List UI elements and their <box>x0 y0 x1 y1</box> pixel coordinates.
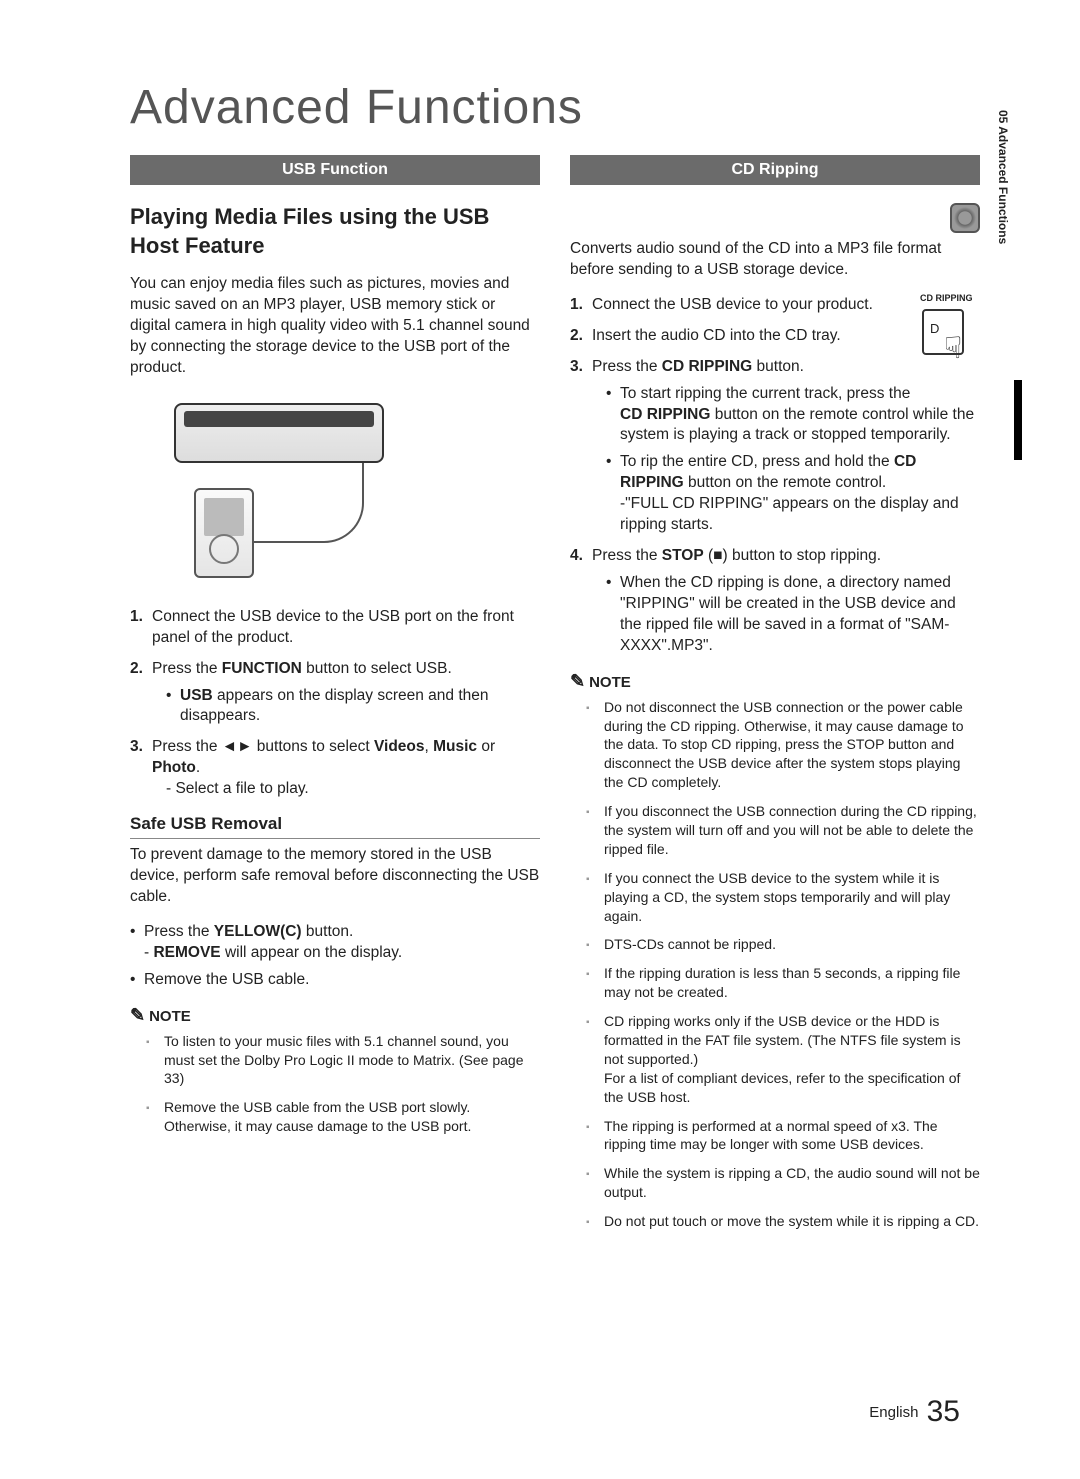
side-index-bar <box>1014 380 1022 460</box>
list-item: While the system is ripping a CD, the au… <box>586 1164 980 1202</box>
page-number: 35 <box>927 1395 960 1428</box>
cd-disc-icon <box>950 203 980 233</box>
dvd-player-illustration <box>174 403 384 463</box>
cd-note-heading: ✎NOTE <box>570 671 980 692</box>
safe-removal-intro: To prevent damage to the memory stored i… <box>130 845 540 908</box>
list-item: If you disconnect the USB connection dur… <box>586 802 980 859</box>
step-item: Connect the USB device to the USB port o… <box>130 607 540 649</box>
cd-note-list: Do not disconnect the USB connection or … <box>586 698 980 1231</box>
cd-ripping-header: CD Ripping <box>570 155 980 185</box>
list-item: CD ripping works only if the USB device … <box>586 1012 980 1106</box>
usb-note-heading: ✎NOTE <box>130 1005 540 1026</box>
list-item: Do not disconnect the USB connection or … <box>586 698 980 792</box>
note-label: NOTE <box>149 1008 191 1025</box>
usb-function-header: USB Function <box>130 155 540 185</box>
list-item: Press the YELLOW(C) button.- REMOVE will… <box>130 922 540 964</box>
page-footer: English 35 <box>869 1395 960 1429</box>
left-column: USB Function Playing Media Files using t… <box>130 155 540 1241</box>
list-item: Remove the USB cable. <box>130 970 540 991</box>
step-sub-item: To start ripping the current track, pres… <box>606 384 980 447</box>
list-item: Do not put touch or move the system whil… <box>586 1212 980 1231</box>
mp3-player-illustration <box>194 488 254 578</box>
note-icon: ✎ <box>130 1005 145 1025</box>
step-item: Press the FUNCTION button to select USB.… <box>130 659 540 728</box>
footer-language: English <box>869 1404 918 1421</box>
list-item: If the ripping duration is less than 5 s… <box>586 964 980 1002</box>
step-sub-item: USB appears on the display screen and th… <box>166 686 540 728</box>
list-item: DTS-CDs cannot be ripped. <box>586 935 980 954</box>
cd-ripping-steps-list: Connect the USB device to your product. I… <box>570 295 980 657</box>
cd-ripping-intro: Converts audio sound of the CD into a MP… <box>570 239 980 281</box>
step-sub-list: When the CD ripping is done, a directory… <box>606 573 980 657</box>
usb-connection-diagram <box>154 393 414 593</box>
step-item: Connect the USB device to your product. <box>570 295 980 316</box>
usb-note-list: To listen to your music files with 5.1 c… <box>146 1032 540 1136</box>
note-icon: ✎ <box>570 671 585 691</box>
step-sub-item: When the CD ripping is done, a directory… <box>606 573 980 657</box>
list-item: Remove the USB cable from the USB port s… <box>146 1098 540 1136</box>
step-item: Press the STOP (■) button to stop rippin… <box>570 546 980 657</box>
list-item: If you connect the USB device to the sys… <box>586 869 980 926</box>
list-item: The ripping is performed at a normal spe… <box>586 1117 980 1155</box>
usb-intro: You can enjoy media files such as pictur… <box>130 274 540 379</box>
step-item: Press the ◄► buttons to select Videos, M… <box>130 737 540 800</box>
usb-steps-list: Connect the USB device to the USB port o… <box>130 607 540 800</box>
note-label: NOTE <box>589 674 631 691</box>
step-sub-item: To rip the entire CD, press and hold the… <box>606 452 980 536</box>
safe-removal-bullets: Press the YELLOW(C) button.- REMOVE will… <box>130 922 540 991</box>
step-item: Insert the audio CD into the CD tray. <box>570 326 980 347</box>
page-title: Advanced Functions <box>130 80 980 135</box>
step-sub-list: USB appears on the display screen and th… <box>166 686 540 728</box>
usb-subhead: Playing Media Files using the USB Host F… <box>130 203 540 260</box>
step-sub-list: To start ripping the current track, pres… <box>606 384 980 536</box>
step-dash-note: - Select a file to play. <box>166 779 540 800</box>
step-item: Press the CD RIPPING button.To start rip… <box>570 357 980 536</box>
content-columns: USB Function Playing Media Files using t… <box>130 155 980 1241</box>
list-item: To listen to your music files with 5.1 c… <box>146 1032 540 1089</box>
side-tab: 05 Advanced Functions <box>996 110 1010 244</box>
usb-cable-illustration <box>254 463 364 543</box>
safe-usb-removal-heading: Safe USB Removal <box>130 814 540 839</box>
right-column: CD Ripping Converts audio sound of the C… <box>570 155 980 1241</box>
